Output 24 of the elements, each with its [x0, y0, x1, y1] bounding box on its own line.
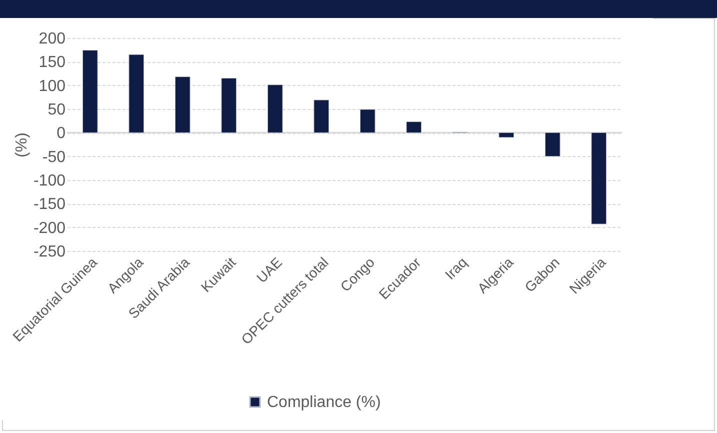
- bar: [406, 122, 422, 133]
- bar: [498, 132, 514, 138]
- bar: [174, 76, 190, 133]
- y-tick-label: -100: [33, 172, 66, 190]
- bar: [221, 78, 237, 133]
- y-tick-label: 0: [56, 125, 66, 142]
- y-tick-label: -50: [42, 148, 66, 166]
- y-tick-label: 50: [48, 102, 66, 118]
- y-tick-label: 200: [38, 30, 66, 48]
- y-axis-title: (%): [13, 132, 30, 158]
- bar: [544, 132, 560, 157]
- bar: [267, 84, 283, 133]
- legend-label: Compliance (%): [267, 394, 381, 411]
- x-tick-label: Iraq: [442, 254, 470, 282]
- y-tick-label: -250: [33, 244, 66, 260]
- y-tick-label: 100: [38, 78, 66, 95]
- y-tick-label: 150: [38, 54, 66, 72]
- y-tick-label: -200: [33, 220, 66, 237]
- y-tick-label: -150: [33, 196, 66, 214]
- bar: [360, 109, 376, 133]
- bar: [82, 50, 98, 133]
- bar: [128, 54, 144, 133]
- bar: [314, 100, 330, 133]
- bar: [591, 132, 607, 224]
